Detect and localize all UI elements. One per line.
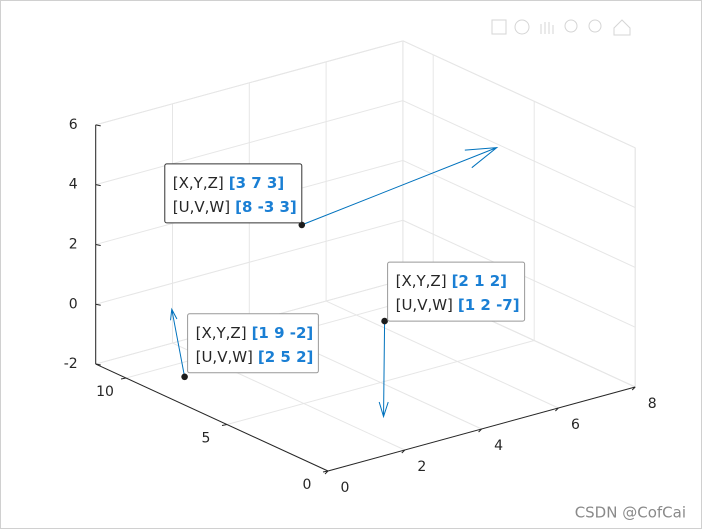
- z-tick: [95, 363, 101, 366]
- arrow: [170, 307, 186, 377]
- z-tick-label: 4: [69, 177, 78, 193]
- datatip-point: [181, 373, 188, 381]
- x-tick: [631, 386, 636, 391]
- datatip-name: [U,V,W]: [196, 347, 253, 365]
- toolbar-zoom-in[interactable]: [564, 19, 578, 33]
- datatip-line: [X,Y,Z] [2 1 2]: [396, 272, 507, 290]
- y-tick-label: 0: [303, 477, 312, 493]
- datatip-name: [X,Y,Z]: [173, 173, 224, 191]
- datatip-value: [1 9 -2]: [252, 323, 314, 341]
- datatip-line: [X,Y,Z] [1 9 -2]: [196, 323, 314, 341]
- datatip-line: [U,V,W] [2 5 2]: [196, 347, 314, 365]
- grid-line: [226, 340, 535, 425]
- z-tick-label: 0: [69, 296, 78, 312]
- datatip-name: [X,Y,Z]: [396, 272, 447, 290]
- datatip-value: [2 5 2]: [258, 347, 313, 365]
- datatip-box: [387, 261, 526, 322]
- grid-line: [95, 219, 404, 305]
- arrow: [378, 321, 389, 419]
- z-tick: [95, 303, 101, 306]
- z-tick: [95, 184, 101, 187]
- y-tick: [221, 424, 228, 426]
- datatip-line: [X,Y,Z] [3 7 3]: [173, 173, 284, 191]
- datatip-point: [381, 317, 388, 325]
- y-tick-label: 10: [96, 384, 114, 400]
- grid-line: [402, 100, 636, 209]
- y-tick: [322, 470, 329, 473]
- datatip-box: [187, 313, 319, 374]
- toolbar-save[interactable]: [491, 19, 507, 35]
- datatip-value: [3 7 3]: [229, 173, 284, 191]
- arrow: [301, 147, 499, 226]
- x-tick-label: 4: [494, 438, 503, 454]
- datatip: [X,Y,Z] [2 1 2] [U,V,W] [1 2 -7]: [387, 261, 526, 322]
- datatip: [X,Y,Z] [3 7 3] [U,V,W] [8 -3 3]: [164, 163, 303, 224]
- grid-line: [325, 300, 559, 409]
- toolbar[interactable]: [491, 19, 631, 36]
- toolbar-zoom-out[interactable]: [588, 19, 602, 33]
- x-tick-label: 0: [341, 480, 350, 496]
- y-axis: [95, 363, 329, 472]
- watermark: CSDN @CofCai: [575, 504, 686, 522]
- toolbar-rotate[interactable]: [514, 19, 530, 35]
- grid-line: [402, 159, 636, 268]
- datatip-name: [U,V,W]: [173, 197, 230, 215]
- z-tick-label: 6: [69, 117, 78, 133]
- toolbar-home[interactable]: [613, 19, 631, 36]
- z-tick: [95, 243, 101, 246]
- datatip-line: [U,V,W] [8 -3 3]: [173, 197, 297, 215]
- datatip-value: [2 1 2]: [452, 272, 507, 290]
- box-edge: [402, 40, 636, 149]
- z-tick: [95, 124, 101, 127]
- datatip-line: [U,V,W] [1 2 -7]: [396, 296, 520, 314]
- x-tick-label: 2: [417, 459, 426, 475]
- datatip-box: [164, 163, 303, 224]
- box-edge: [95, 40, 404, 126]
- y-tick: [120, 377, 127, 380]
- y-tick-label: 5: [202, 431, 211, 447]
- x-tick: [478, 428, 482, 433]
- grid-line: [95, 100, 404, 186]
- datatip-name: [U,V,W]: [396, 296, 453, 314]
- toolbar-pan[interactable]: [540, 22, 554, 34]
- x-tick-label: 8: [648, 396, 657, 412]
- x-tick: [401, 449, 406, 454]
- z-tick-label: 2: [69, 236, 78, 252]
- datatip-name: [X,Y,Z]: [196, 323, 247, 341]
- datatip: [X,Y,Z] [1 9 -2] [U,V,W] [2 5 2]: [187, 313, 319, 374]
- datatip-value: [1 2 -7]: [458, 296, 520, 314]
- x-tick: [555, 407, 559, 412]
- z-tick-label: -2: [64, 356, 78, 372]
- x-tick-label: 6: [571, 417, 580, 433]
- axes: 0 2 4 6 8 0 5 10 -2 0 2 4 6 [X,Y,Z] [3 7 3] [U,V,W] [8 -…: [64, 40, 657, 496]
- datatip-value: [8 -3 3]: [235, 197, 297, 215]
